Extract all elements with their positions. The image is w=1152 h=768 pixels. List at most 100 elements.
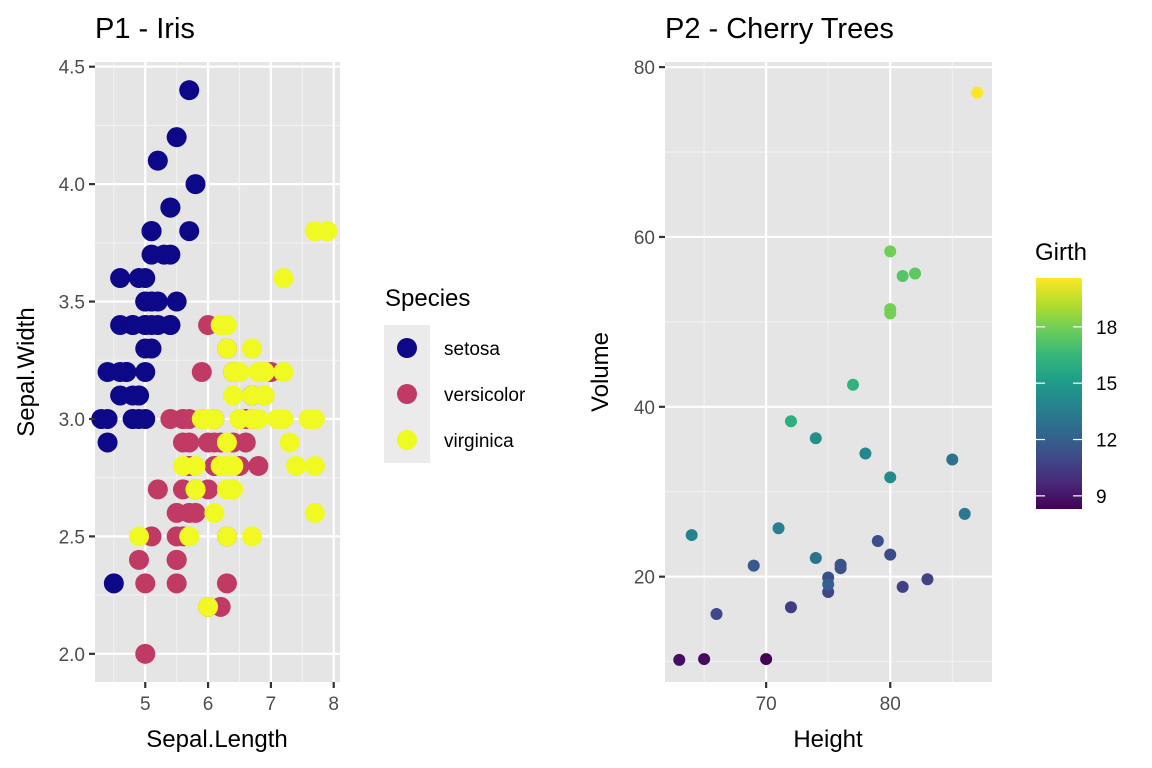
tree-point bbox=[834, 558, 847, 571]
colorbar-tick-label: 15 bbox=[1096, 374, 1117, 395]
tree-point bbox=[884, 548, 897, 561]
point-versicolor bbox=[166, 573, 187, 594]
y-tick-label: 80 bbox=[634, 58, 655, 79]
point-setosa bbox=[135, 291, 156, 312]
point-virginica bbox=[304, 408, 325, 429]
point-virginica bbox=[172, 455, 193, 476]
point-virginica bbox=[248, 362, 269, 382]
x-tick-label: 8 bbox=[328, 694, 339, 715]
tree-point bbox=[859, 447, 872, 460]
x-tick-label: 80 bbox=[880, 694, 901, 715]
y-tick-label: 4.0 bbox=[59, 175, 85, 196]
y-tick-label: 60 bbox=[634, 228, 655, 249]
x-tick-label: 70 bbox=[756, 694, 777, 715]
tree-point bbox=[698, 653, 711, 666]
point-virginica bbox=[273, 268, 294, 289]
point-virginica bbox=[242, 526, 263, 547]
tree-point bbox=[884, 307, 897, 320]
point-virginica bbox=[279, 432, 300, 453]
legend-entry-setosa: setosa bbox=[397, 338, 500, 360]
point-versicolor bbox=[166, 549, 187, 570]
tree-point bbox=[673, 653, 686, 666]
point-versicolor bbox=[216, 573, 237, 594]
point-setosa bbox=[147, 150, 168, 171]
point-virginica bbox=[216, 479, 237, 500]
y-tick-label: 3.0 bbox=[59, 410, 85, 431]
point-versicolor bbox=[166, 502, 187, 523]
x-tick-label: 6 bbox=[203, 694, 214, 715]
colorbar-tick-label: 12 bbox=[1096, 431, 1117, 452]
point-setosa bbox=[154, 244, 175, 265]
tree-point bbox=[809, 432, 822, 445]
species-legend-title: Species bbox=[385, 285, 470, 312]
point-virginica bbox=[216, 455, 237, 476]
tree-point bbox=[946, 453, 959, 466]
girth-colorbar-gradient bbox=[1036, 278, 1082, 509]
tree-point bbox=[896, 580, 909, 593]
y-tick-label: 4.5 bbox=[59, 58, 85, 79]
point-virginica bbox=[304, 502, 325, 523]
y-tick-label: 20 bbox=[634, 568, 655, 589]
point-setosa bbox=[97, 408, 118, 429]
point-virginica bbox=[204, 502, 225, 523]
point-virginica bbox=[304, 455, 325, 476]
point-versicolor bbox=[128, 549, 149, 570]
point-virginica bbox=[286, 455, 307, 476]
point-setosa bbox=[166, 291, 187, 312]
iris-x-axis-title: Sepal.Length bbox=[146, 726, 287, 753]
legend-entry-versicolor: versicolor bbox=[397, 384, 526, 406]
point-setosa bbox=[141, 221, 162, 242]
x-tick-label: 7 bbox=[266, 694, 277, 715]
point-versicolor bbox=[147, 479, 168, 500]
legend-label: setosa bbox=[444, 339, 500, 360]
tree-point bbox=[784, 601, 797, 614]
point-versicolor bbox=[135, 643, 156, 664]
point-virginica bbox=[216, 526, 237, 547]
point-virginica bbox=[210, 315, 231, 336]
iris-y-axis-title: Sepal.Width bbox=[13, 307, 40, 436]
point-virginica bbox=[216, 432, 237, 453]
iris-axes: 5 6 7 8 2.0 2.5 3.0 3.5 4.0 4.5 bbox=[59, 58, 339, 715]
tree-point bbox=[772, 522, 785, 535]
point-setosa bbox=[128, 268, 149, 289]
tree-point bbox=[884, 471, 897, 484]
point-versicolor bbox=[185, 502, 206, 523]
tree-point bbox=[909, 267, 922, 280]
point-versicolor bbox=[191, 362, 212, 382]
point-virginica bbox=[223, 385, 244, 406]
point-virginica bbox=[128, 526, 149, 547]
girth-colorbar-title: Girth bbox=[1035, 239, 1087, 266]
point-setosa bbox=[110, 268, 131, 289]
tree-point bbox=[822, 578, 835, 591]
tree-point bbox=[971, 86, 984, 99]
tree-point bbox=[685, 529, 698, 542]
tree-point bbox=[884, 245, 897, 258]
y-tick-label: 2.5 bbox=[59, 527, 85, 548]
point-virginica bbox=[223, 362, 244, 382]
legend-entry-virginica: virginica bbox=[397, 430, 514, 452]
cherry-y-axis-title: Volume bbox=[587, 332, 614, 412]
legend-label: versicolor bbox=[444, 385, 526, 406]
y-tick-label: 2.0 bbox=[59, 645, 85, 666]
point-setosa bbox=[135, 338, 156, 359]
species-legend: Species setosa versicolor virginica bbox=[384, 285, 526, 463]
cherry-points bbox=[673, 86, 984, 666]
point-setosa bbox=[179, 80, 200, 101]
point-versicolor bbox=[179, 432, 200, 453]
cherry-trees-plot: P2 - Cherry Trees 70 80 20 40 60 80 Height Vo… bbox=[587, 13, 1117, 753]
point-virginica bbox=[273, 408, 294, 429]
y-tick-label: 3.5 bbox=[59, 293, 85, 314]
colorbar-tick-label: 9 bbox=[1096, 487, 1107, 508]
tree-point bbox=[747, 559, 760, 572]
point-setosa bbox=[135, 362, 156, 382]
legend-label: virginica bbox=[444, 431, 514, 452]
point-setosa bbox=[160, 315, 181, 336]
legend-key-virginica bbox=[397, 430, 417, 450]
point-setosa bbox=[160, 197, 181, 218]
point-virginica bbox=[198, 596, 219, 617]
point-setosa bbox=[103, 573, 124, 594]
point-versicolor bbox=[248, 455, 269, 476]
point-virginica bbox=[317, 221, 338, 242]
x-tick-label: 5 bbox=[140, 694, 151, 715]
